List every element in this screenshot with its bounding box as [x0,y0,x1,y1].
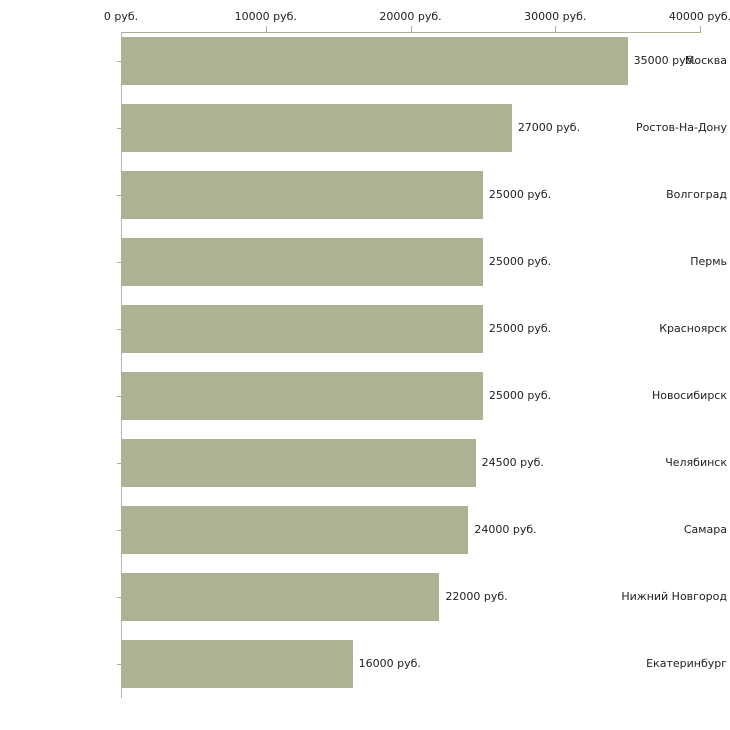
value-axis-tick-mark [265,26,267,33]
value-axis-tick-label: 10000 руб. [234,10,297,23]
bar-value-label: 24500 руб. [481,456,544,469]
value-axis-tick-mark [700,26,701,33]
bar-value-label: 16000 руб. [358,657,421,670]
bar[interactable] [121,439,476,487]
bar[interactable] [121,573,440,621]
category-axis-label: Самара [683,523,727,536]
category-axis-label: Ростов-На-Дону [635,121,727,134]
category-axis-tick-mark [117,396,122,397]
category-axis-tick-mark [117,463,122,464]
bar-value-label: 25000 руб. [488,255,552,268]
category-axis-tick-mark [117,195,122,196]
bar[interactable] [121,640,353,688]
bar[interactable] [121,37,628,85]
value-axis-tick-label: 40000 руб. [668,10,730,23]
category-axis-label: Екатеринбург [646,657,727,670]
bar[interactable] [121,372,483,420]
bar-value-label: 25000 руб. [488,389,552,402]
category-axis-label: Челябинск [665,456,727,469]
category-axis-label: Новосибирск [651,389,727,402]
category-axis-line [121,32,122,698]
category-axis-tick-mark [117,61,122,62]
bar[interactable] [121,506,469,554]
category-axis-label: Пермь [690,255,727,268]
category-axis-label: Нижний Новгород [621,590,727,603]
category-axis-tick-mark [117,664,122,665]
category-axis-tick-mark [117,597,122,598]
value-axis-tick-label: 20000 руб. [379,10,442,23]
bar-value-label: 25000 руб. [488,322,552,335]
bar-value-label: 22000 руб. [445,590,508,603]
category-axis-label: Красноярск [659,322,727,335]
category-axis-tick-mark [117,262,122,263]
bar[interactable] [121,104,512,152]
value-axis-tick-label: 0 руб. [103,10,139,23]
category-axis-label: Москва [684,54,727,67]
bar-value-label: 24000 руб. [474,523,537,536]
category-axis-tick-mark [117,329,122,330]
bar-value-label: 35000 руб. [633,54,696,67]
bar-value-label: 27000 руб. [517,121,581,134]
value-axis-tick-label: 30000 руб. [524,10,587,23]
value-axis: 0 руб. 10000 руб. 20000 руб. 30000 руб. 4000… [0,0,730,34]
category-axis-label: Волгоград [666,188,727,201]
value-axis-tick-mark [555,26,557,33]
bar[interactable] [121,305,483,353]
value-axis-tick-mark [410,26,412,33]
category-axis-tick-mark [117,128,122,129]
category-axis-tick-mark [117,530,122,531]
bar[interactable] [121,171,483,219]
bar-value-label: 25000 руб. [488,188,552,201]
bar[interactable] [121,238,483,286]
